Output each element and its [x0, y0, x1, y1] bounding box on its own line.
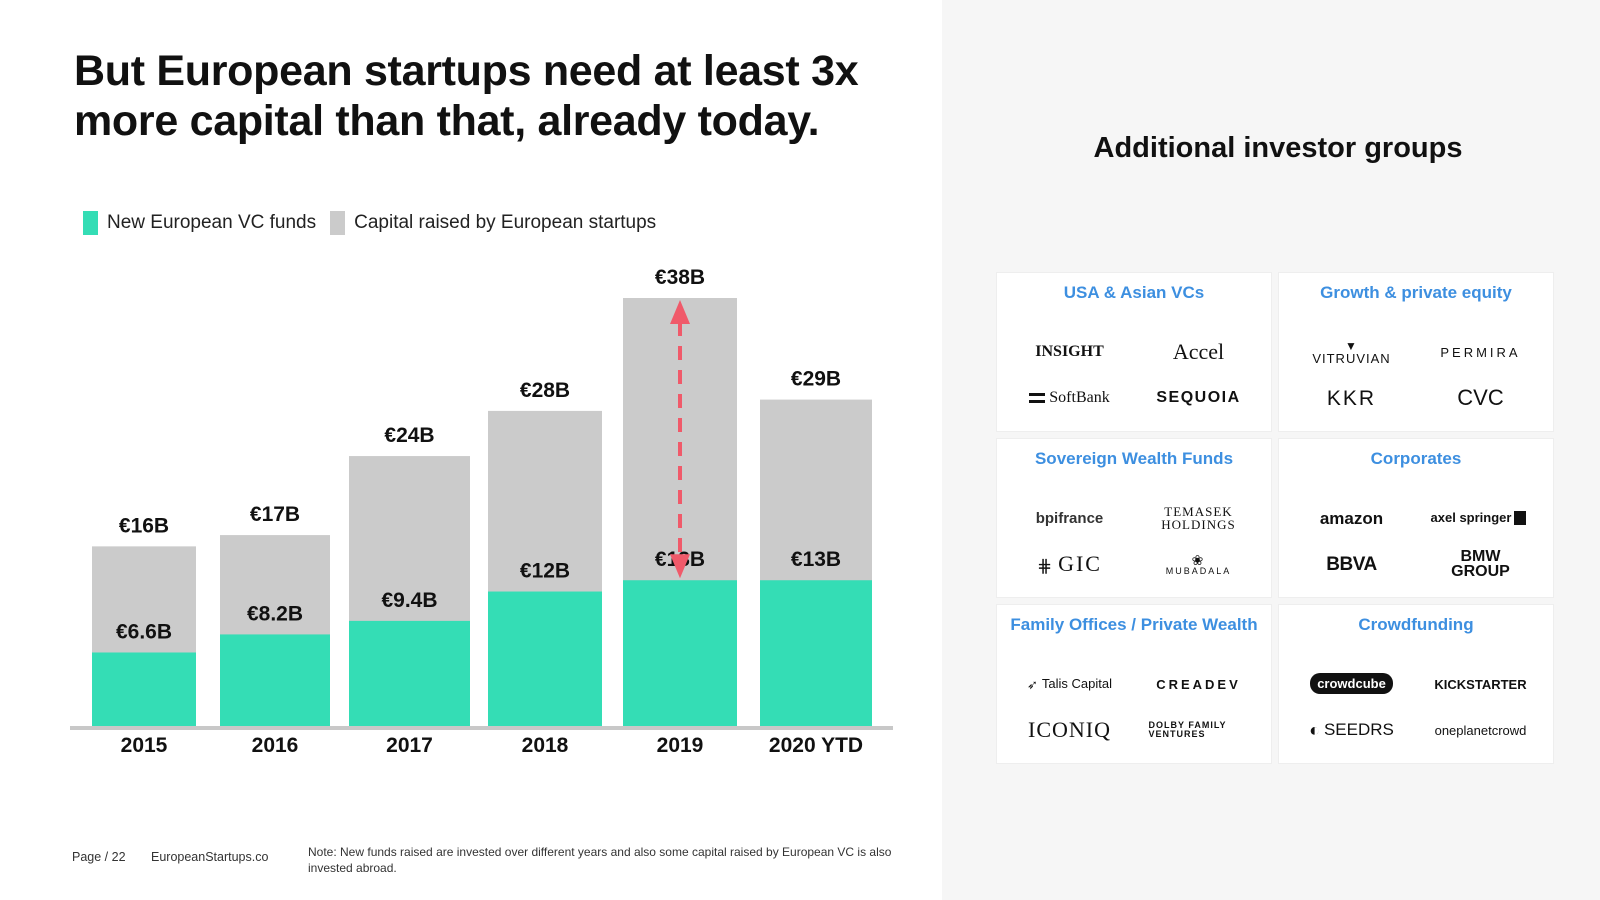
logo-creadev: CREADEV — [1156, 676, 1241, 692]
group-logos: crowdcube KICKSTARTER ◐ SEEDRS oneplanetc… — [1287, 661, 1545, 753]
group-card-usa-asian-vcs: USA & Asian VCs INSIGHT Accel SoftBank S… — [996, 272, 1272, 432]
group-title: USA & Asian VCs — [1063, 283, 1205, 302]
logo-softbank: SoftBank — [1029, 389, 1110, 406]
footer-page-number: Page / 22 — [72, 850, 126, 864]
bar-vc-funds-2020-ytd — [760, 580, 872, 727]
slide-title-line-1: But European startups need at least 3x — [74, 47, 859, 95]
logo-gic: ⋕ GIC — [1037, 553, 1102, 575]
mubadala-mark-icon: ❀ — [1191, 551, 1206, 568]
bar-vc-funds-2018 — [488, 591, 602, 727]
data-label-vc-funds: €6.6B — [116, 620, 172, 643]
legend-item-capital-raised: Capital raised by European startups — [330, 211, 656, 235]
data-label-vc-funds: €12B — [520, 560, 570, 583]
x-tick-label: 2018 — [522, 734, 569, 757]
bar-chart: €16B €6.6B 2015 €17B €8.2B 2016 €24B €9.4B 2017 €… — [70, 266, 893, 757]
bar-vc-funds-2019 — [623, 580, 737, 727]
slide-title-line-2: more capital than that, already today. — [74, 97, 820, 145]
data-label-capital-raised: €24B — [384, 424, 434, 447]
data-label-vc-funds: €9.4B — [381, 589, 437, 612]
investor-groups-grid: USA & Asian VCs INSIGHT Accel SoftBank S… — [996, 272, 1556, 764]
x-tick-label: 2020 YTD — [769, 734, 863, 757]
logo-vitruvian-text: VITRUVIAN — [1312, 350, 1391, 366]
x-tick-label: 2015 — [121, 734, 168, 757]
logo-amazon: amazon — [1319, 508, 1384, 528]
legend-label-capital-raised: Capital raised by European startups — [354, 212, 657, 233]
logo-dolby-family-ventures: DOLBY FAMILY VENTURES — [1148, 720, 1227, 739]
logo-vitruvian: ▼ VITRUVIAN — [1312, 340, 1390, 365]
group-card-family-offices: Family Offices / Private Wealth ➶ Talis C… — [996, 604, 1272, 764]
group-title: Sovereign Wealth Funds — [1034, 449, 1234, 468]
x-tick-label: 2017 — [386, 734, 433, 757]
legend-swatch-capital-raised — [330, 211, 346, 235]
logo-seedrs-text: SEEDRS — [1323, 719, 1394, 739]
logo-oneplanetcrowd: oneplanetcrowd — [1434, 722, 1527, 738]
group-logos: ▼ VITRUVIAN PERMIRA KKR CVC — [1287, 329, 1545, 421]
gap-arrow-head-down-icon — [670, 554, 690, 579]
chart-legend: New European VC funds Capital raised by … — [83, 211, 670, 235]
logo-bmw-group: BMW GROUP — [1451, 548, 1510, 580]
vitruvian-mark-icon: ▼ — [1345, 338, 1358, 353]
data-label-vc-funds: €13B — [791, 548, 841, 571]
data-label-capital-raised: €28B — [520, 379, 570, 402]
group-logos: INSIGHT Accel SoftBank SEQUOIA — [1005, 329, 1263, 421]
logo-softbank-text: SoftBank — [1049, 389, 1110, 406]
axel-springer-mark-icon — [1514, 511, 1527, 526]
logo-crowdcube: crowdcube — [1310, 673, 1393, 694]
legend-swatch-vc-funds — [83, 211, 98, 235]
gap-arrow-head-up-icon — [670, 300, 690, 324]
group-title: Corporates — [1370, 449, 1462, 468]
logo-axel-springer-text: axel springer — [1430, 509, 1512, 525]
logo-sequoia: SEQUOIA — [1156, 389, 1241, 406]
x-tick-label: 2016 — [252, 734, 299, 757]
footer-website: EuropeanStartups.co — [151, 850, 269, 864]
group-card-growth-private-equity: Growth & private equity ▼ VITRUVIAN PERMI… — [1278, 272, 1554, 432]
group-title: Family Offices / Private Wealth — [1010, 615, 1258, 634]
logo-insight: INSIGHT — [1035, 343, 1104, 360]
logo-talis-capital: ➶ Talis Capital — [1027, 677, 1112, 691]
logo-temasek: TEMASEK HOLDINGS — [1161, 504, 1236, 532]
data-label-capital-raised: €17B — [250, 503, 300, 526]
footer-note: Note: New funds raised are invested over… — [308, 845, 892, 875]
bar-vc-funds-2017 — [349, 620, 470, 727]
group-card-sovereign-wealth-funds: Sovereign Wealth Funds bpifrance TEMASEK… — [996, 438, 1272, 598]
investor-groups-title: Additional investor groups — [1093, 132, 1463, 164]
x-tick-label: 2019 — [657, 734, 704, 757]
data-label-capital-raised: €38B — [655, 266, 705, 289]
softbank-mark-icon — [1029, 393, 1046, 404]
logo-permira: PERMIRA — [1440, 344, 1521, 360]
logo-crowdcube-text: crowdcube — [1310, 673, 1393, 694]
logo-accel: Accel — [1172, 339, 1225, 364]
logo-kkr: KKR — [1326, 386, 1377, 410]
seedrs-mark-icon: ◐ — [1309, 720, 1320, 741]
group-title: Crowdfunding — [1358, 615, 1474, 634]
logo-bbva: BBVA — [1326, 553, 1377, 575]
talis-bird-icon: ➶ — [1027, 677, 1038, 693]
logo-axel-springer: axel springer — [1431, 511, 1531, 526]
data-label-vc-funds: €8.2B — [247, 602, 303, 625]
slide-title: But European startups need at least 3x m… — [74, 46, 894, 146]
bar-vc-funds-2016 — [220, 634, 330, 727]
data-label-capital-raised: €16B — [119, 514, 169, 537]
group-card-corporates: Corporates amazon axel springer BBVA BMW… — [1278, 438, 1554, 598]
legend-item-vc-funds: New European VC funds — [83, 211, 316, 235]
gic-mark-icon: ⋕ — [1037, 555, 1055, 576]
group-title: Growth & private equity — [1320, 283, 1512, 302]
group-logos: ➶ Talis Capital CREADEV ICONIQ DOLBY FAMI… — [1005, 661, 1263, 753]
logo-cvc: CVC — [1457, 385, 1504, 410]
bar-vc-funds-2015 — [92, 652, 196, 727]
logo-talis-text: Talis Capital — [1041, 675, 1112, 691]
logo-seedrs: ◐ SEEDRS — [1309, 721, 1394, 740]
group-logos: amazon axel springer BBVA BMW GROUP — [1287, 495, 1545, 587]
legend-label-vc-funds: New European VC funds — [107, 212, 317, 233]
data-label-capital-raised: €29B — [791, 368, 841, 391]
logo-mubadala: ❀ MUBADALA — [1166, 553, 1232, 576]
logo-iconiq: ICONIQ — [1028, 717, 1111, 742]
logo-kickstarter: KICKSTARTER — [1434, 676, 1527, 692]
group-card-crowdfunding: Crowdfunding crowdcube KICKSTARTER ◐ SEED… — [1278, 604, 1554, 764]
logo-mubadala-text: MUBADALA — [1165, 565, 1232, 576]
group-logos: bpifrance TEMASEK HOLDINGS ⋕ GIC ❀ MUBADAL… — [1005, 495, 1263, 587]
logo-gic-text: GIC — [1058, 551, 1102, 576]
logo-bpifrance: bpifrance — [1035, 509, 1104, 527]
